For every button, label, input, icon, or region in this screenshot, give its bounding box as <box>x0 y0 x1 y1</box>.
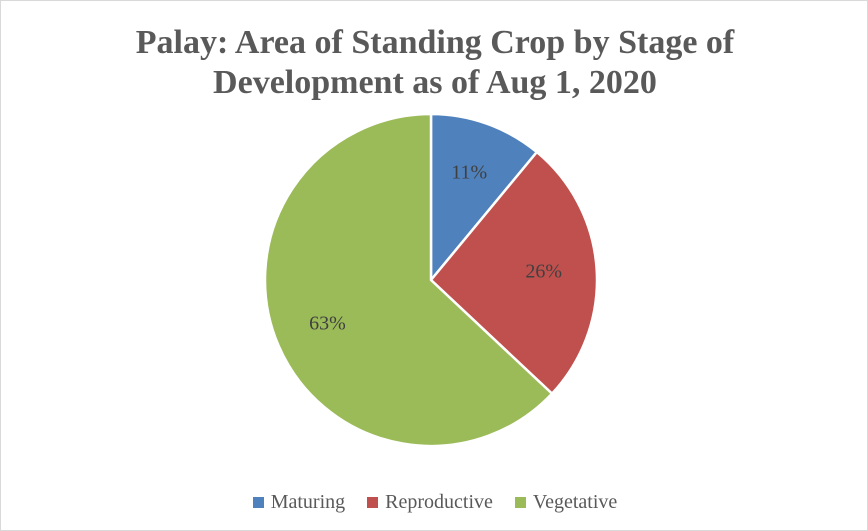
legend-swatch <box>367 497 379 508</box>
data-label: 26% <box>525 261 562 283</box>
data-label: 63% <box>309 312 346 334</box>
legend-label: Reproductive <box>385 491 493 513</box>
data-label: 11% <box>451 161 487 183</box>
chart-title: Palay: Area of Standing Crop by Stage of… <box>135 24 735 101</box>
legend-swatch <box>514 497 526 508</box>
legend: Maturing Reproductive Vegetative <box>1 491 868 514</box>
pie-slice <box>263 112 554 448</box>
pie-slice <box>429 112 539 284</box>
legend-item: Reproductive <box>367 491 493 514</box>
legend-label: Vegetative <box>532 491 618 513</box>
pie-slice <box>429 150 599 396</box>
legend-swatch <box>252 497 264 508</box>
legend-item: Vegetative <box>514 491 618 514</box>
legend-item: Maturing <box>252 491 346 514</box>
legend-label: Maturing <box>270 491 346 513</box>
